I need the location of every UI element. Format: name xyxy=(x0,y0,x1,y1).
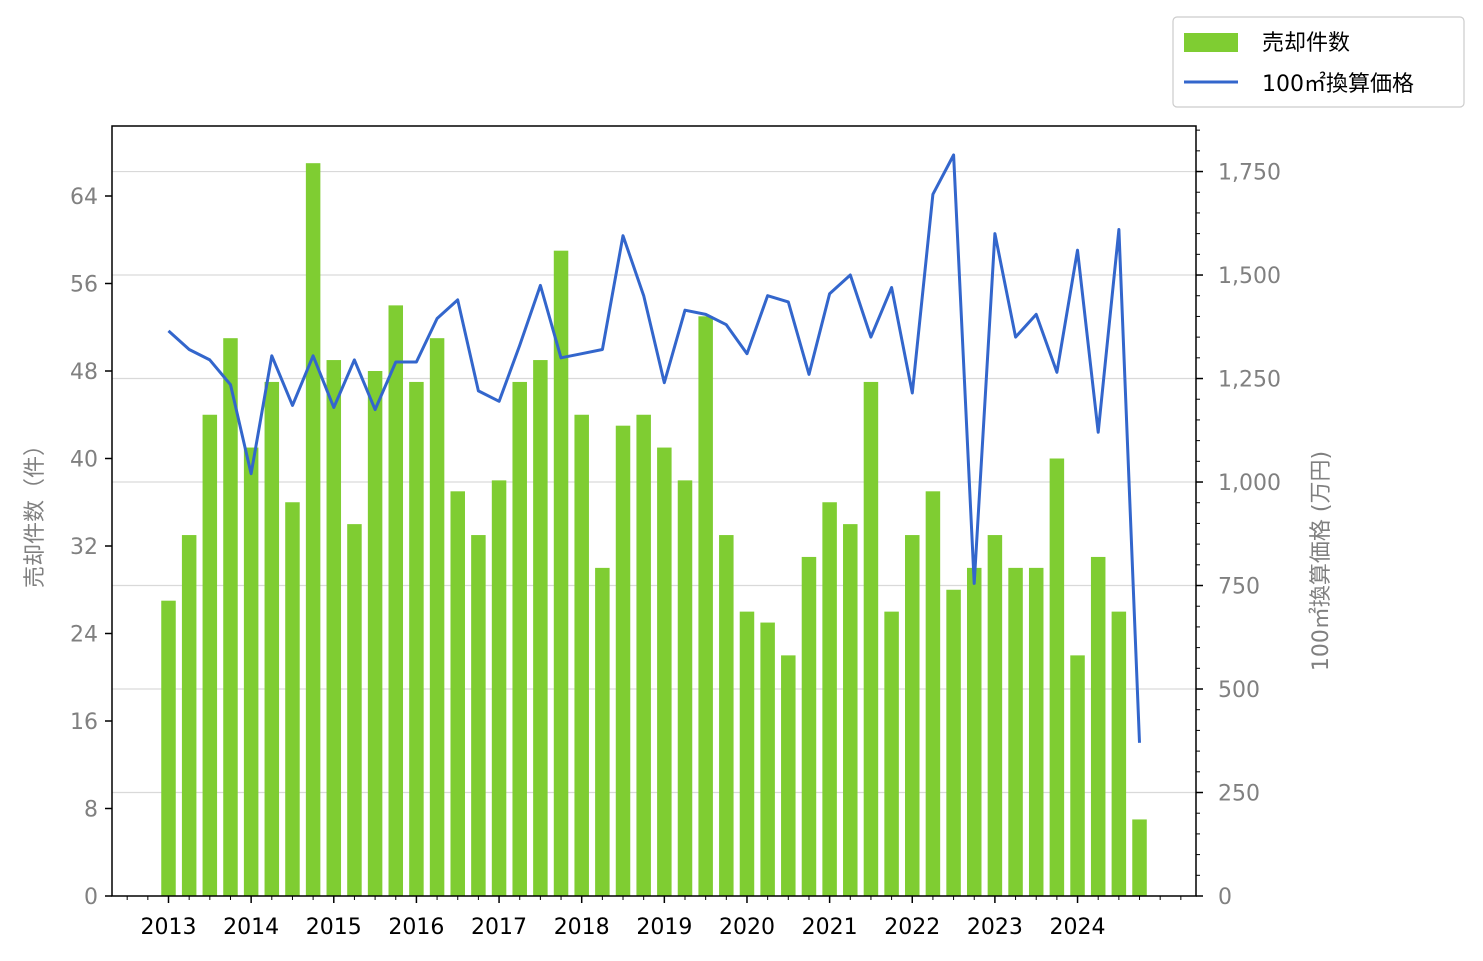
left-y-tick-label: 16 xyxy=(70,710,98,735)
left-y-tick-label: 40 xyxy=(70,448,98,473)
price-line xyxy=(167,153,1141,743)
bar xyxy=(657,447,672,896)
x-axis: 2013 2014 2015 2016 2017 2018 2019 2020 2021 2022… xyxy=(126,896,1182,940)
left-y-axis: 0 8 16 24 32 40 48 56 64 xyxy=(70,185,112,910)
right-y-tick-label: 750 xyxy=(1218,575,1260,600)
right-y-tick-label: 1,000 xyxy=(1218,471,1281,496)
bar xyxy=(305,163,321,896)
x-tick-label: 2015 xyxy=(306,915,362,940)
right-y-tick-label: 0 xyxy=(1218,885,1232,910)
bar xyxy=(512,381,527,896)
right-y-tick-label: 250 xyxy=(1218,782,1260,807)
right-y-tick-label: 1,750 xyxy=(1218,161,1281,186)
bar xyxy=(388,305,404,896)
legend-label-line: 100㎡換算価格 xyxy=(1262,71,1414,97)
bar xyxy=(719,535,734,896)
right-y-axis-title: 100㎡換算価格 (万円) xyxy=(1308,451,1334,671)
bar xyxy=(491,480,507,896)
left-y-tick-label: 48 xyxy=(70,360,98,385)
bar xyxy=(884,611,899,896)
right-y-tick-label: 1,250 xyxy=(1218,368,1281,393)
bar xyxy=(698,316,713,896)
bar xyxy=(905,535,920,896)
bar xyxy=(326,360,342,896)
bar xyxy=(987,535,1003,896)
bar xyxy=(285,502,300,896)
bar xyxy=(429,338,445,896)
bar xyxy=(863,381,879,896)
bar xyxy=(925,491,941,896)
left-y-tick-label: 8 xyxy=(84,798,98,823)
bar xyxy=(615,425,631,896)
right-y-axis: 0 250 500 750 1,000 1,250 1,500 1,750 xyxy=(1196,129,1281,910)
bar xyxy=(347,524,362,896)
bar xyxy=(966,567,982,896)
plot-frame xyxy=(111,125,1197,897)
bar xyxy=(677,480,693,896)
bar xyxy=(264,381,280,896)
legend-swatch-bar xyxy=(1184,33,1238,52)
bar xyxy=(471,535,486,896)
bar xyxy=(1049,458,1065,896)
x-tick-label: 2018 xyxy=(554,915,610,940)
bar xyxy=(553,250,569,896)
bar xyxy=(574,414,589,896)
x-tick-label: 2013 xyxy=(141,915,197,940)
x-tick-label: 2014 xyxy=(223,915,279,940)
left-y-axis-title: 売却件数（件） xyxy=(23,434,48,588)
bar xyxy=(781,655,796,896)
bar xyxy=(1090,556,1106,896)
x-tick-label: 2022 xyxy=(884,915,940,940)
bar xyxy=(760,622,775,896)
bar xyxy=(450,491,465,896)
bar xyxy=(409,381,424,896)
bar xyxy=(1132,819,1147,896)
bar xyxy=(1008,567,1023,896)
bar xyxy=(367,371,383,896)
left-y-tick-label: 64 xyxy=(70,185,98,210)
x-tick-label: 2021 xyxy=(802,915,858,940)
bar xyxy=(181,535,197,896)
bar xyxy=(533,360,548,896)
bar xyxy=(946,589,961,896)
bar xyxy=(1070,655,1085,896)
bar xyxy=(202,414,218,896)
bar xyxy=(843,524,858,896)
x-tick-label: 2017 xyxy=(471,915,527,940)
bar xyxy=(739,611,755,896)
x-tick-label: 2019 xyxy=(636,915,692,940)
bar-series xyxy=(161,163,1147,896)
bar xyxy=(636,414,651,896)
left-y-tick-label: 0 xyxy=(84,885,98,910)
bar xyxy=(801,556,817,896)
x-tick-label: 2020 xyxy=(719,915,775,940)
x-tick-label: 2024 xyxy=(1050,915,1106,940)
x-tick-label: 2016 xyxy=(388,915,444,940)
legend: 売却件数 100㎡換算価格 xyxy=(1172,16,1465,108)
bar xyxy=(595,567,610,896)
x-tick-label: 2023 xyxy=(967,915,1023,940)
bar xyxy=(223,338,238,896)
right-y-tick-label: 1,500 xyxy=(1218,264,1281,289)
legend-label-bar: 売却件数 xyxy=(1262,31,1350,56)
right-y-tick-label: 500 xyxy=(1218,678,1260,703)
line-series xyxy=(167,153,1141,743)
bar xyxy=(1111,611,1127,896)
left-y-tick-label: 24 xyxy=(70,623,98,648)
bar xyxy=(822,502,837,896)
legend-frame xyxy=(1172,16,1465,108)
bar xyxy=(161,600,176,896)
left-y-tick-label: 56 xyxy=(70,273,98,298)
bar xyxy=(243,447,259,896)
left-y-tick-label: 32 xyxy=(70,535,98,560)
bar xyxy=(1028,567,1044,896)
